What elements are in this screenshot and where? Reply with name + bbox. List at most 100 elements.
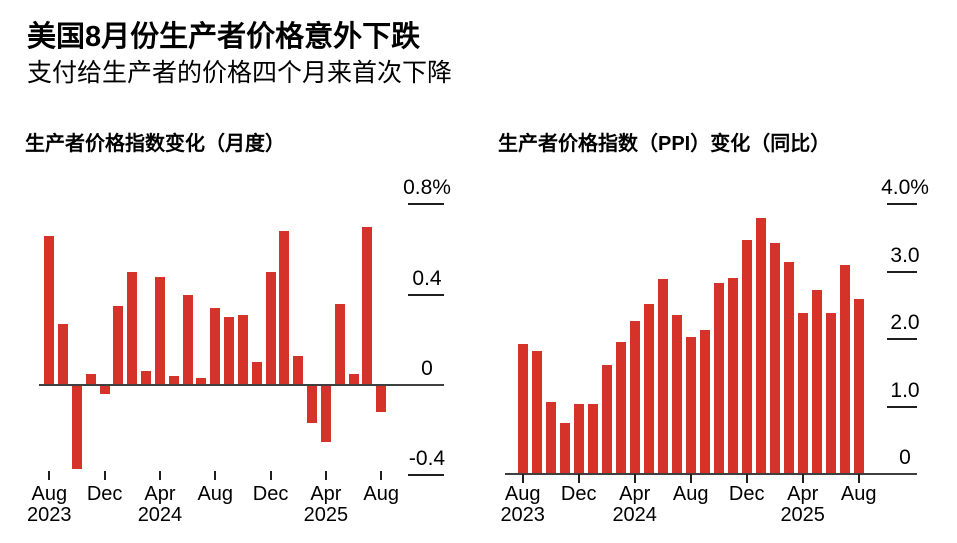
bar xyxy=(265,272,276,385)
bar xyxy=(811,290,822,474)
x-tick-label: Apr xyxy=(310,483,342,505)
zero-axis-line xyxy=(39,384,444,386)
zero-axis-line xyxy=(505,473,917,475)
bar xyxy=(769,243,780,474)
x-tick xyxy=(269,471,272,480)
bar xyxy=(293,355,304,385)
y-tick-label: 1.0 xyxy=(890,378,920,402)
bar xyxy=(741,240,752,474)
bar xyxy=(783,262,794,474)
bar xyxy=(615,342,626,474)
bar xyxy=(127,272,138,385)
x-tick-label: Dec xyxy=(86,483,123,505)
chart-yoy-title: 生产者价格指数（PPI）变化（同比） xyxy=(498,133,831,155)
y-tick-line xyxy=(408,203,444,206)
x-tick-label: Aug xyxy=(363,483,400,505)
x-tick-label: Dec xyxy=(252,483,289,505)
y-tick-line xyxy=(887,203,917,205)
bar xyxy=(44,235,55,385)
bar xyxy=(825,313,836,474)
x-tick xyxy=(324,471,327,480)
bar xyxy=(334,303,345,385)
x-year-label: 2025 xyxy=(780,504,825,526)
bar xyxy=(713,282,724,474)
bar xyxy=(755,217,766,474)
bar xyxy=(71,385,82,469)
x-year-label: 2025 xyxy=(303,504,349,526)
x-tick xyxy=(577,474,580,483)
bar xyxy=(587,404,598,474)
x-tick-label: Aug xyxy=(197,483,234,505)
y-tick-label: -0.4 xyxy=(408,447,446,471)
y-tick-line xyxy=(887,405,917,408)
bar xyxy=(685,336,696,474)
bar xyxy=(797,312,808,474)
chart-monthly-title: 生产者价格指数变化（月度） xyxy=(25,133,285,155)
bar xyxy=(699,330,710,474)
page-subtitle: 支付给生产者的价格四个月来首次下降 xyxy=(27,59,453,87)
bar xyxy=(141,371,152,385)
bar xyxy=(210,308,221,385)
x-tick-label: Dec xyxy=(728,483,765,505)
bar xyxy=(58,323,69,385)
bar xyxy=(531,351,542,474)
bar xyxy=(99,385,110,395)
page-title: 美国8月份生产者价格意外下跌 xyxy=(27,21,421,53)
bar xyxy=(237,314,248,385)
x-tick xyxy=(801,474,804,483)
bar xyxy=(168,375,179,385)
bar xyxy=(224,317,235,385)
x-tick xyxy=(633,474,636,483)
x-tick xyxy=(521,474,524,483)
x-year-label: 2024 xyxy=(612,504,657,526)
x-tick xyxy=(689,474,692,483)
y-tick-label: 0.8% xyxy=(403,176,451,200)
bar xyxy=(154,276,165,385)
y-tick-label: 3.0 xyxy=(890,243,920,267)
bar xyxy=(573,403,584,474)
bar xyxy=(853,298,864,474)
x-tick-label: Apr xyxy=(787,483,819,505)
bar xyxy=(545,402,556,474)
bar xyxy=(279,231,290,385)
x-year-label: 2023 xyxy=(500,504,545,526)
x-tick-label: Apr xyxy=(144,483,176,505)
y-tick-line xyxy=(887,338,917,340)
y-tick-line xyxy=(408,474,444,477)
x-tick xyxy=(214,471,217,480)
x-tick xyxy=(48,471,51,480)
bar xyxy=(376,385,387,413)
x-tick xyxy=(158,471,161,480)
x-tick-label: Dec xyxy=(560,483,597,505)
x-tick-label: Apr xyxy=(619,483,651,505)
y-tick-label: 4.0% xyxy=(881,176,929,199)
x-tick-label: Aug xyxy=(504,483,541,505)
y-tick-line xyxy=(408,293,444,296)
x-tick-label: Aug xyxy=(840,483,877,505)
x-tick xyxy=(745,474,748,483)
x-tick xyxy=(380,471,383,480)
bar xyxy=(657,278,668,474)
bar xyxy=(629,320,640,474)
bar xyxy=(182,294,193,385)
bar xyxy=(601,365,612,474)
x-tick xyxy=(103,471,106,480)
bar xyxy=(559,423,570,474)
x-tick xyxy=(857,474,860,483)
bar xyxy=(251,362,262,385)
x-year-label: 2023 xyxy=(27,504,72,526)
bar xyxy=(671,314,682,474)
bar xyxy=(113,305,124,385)
bar xyxy=(839,265,850,474)
bar xyxy=(348,373,359,385)
x-tick-label: Aug xyxy=(672,483,709,505)
bar xyxy=(307,385,318,424)
y-tick-label: 2.0 xyxy=(890,311,920,334)
bar xyxy=(517,344,528,474)
bar xyxy=(320,385,331,442)
bar xyxy=(643,303,654,474)
bar xyxy=(196,378,207,385)
